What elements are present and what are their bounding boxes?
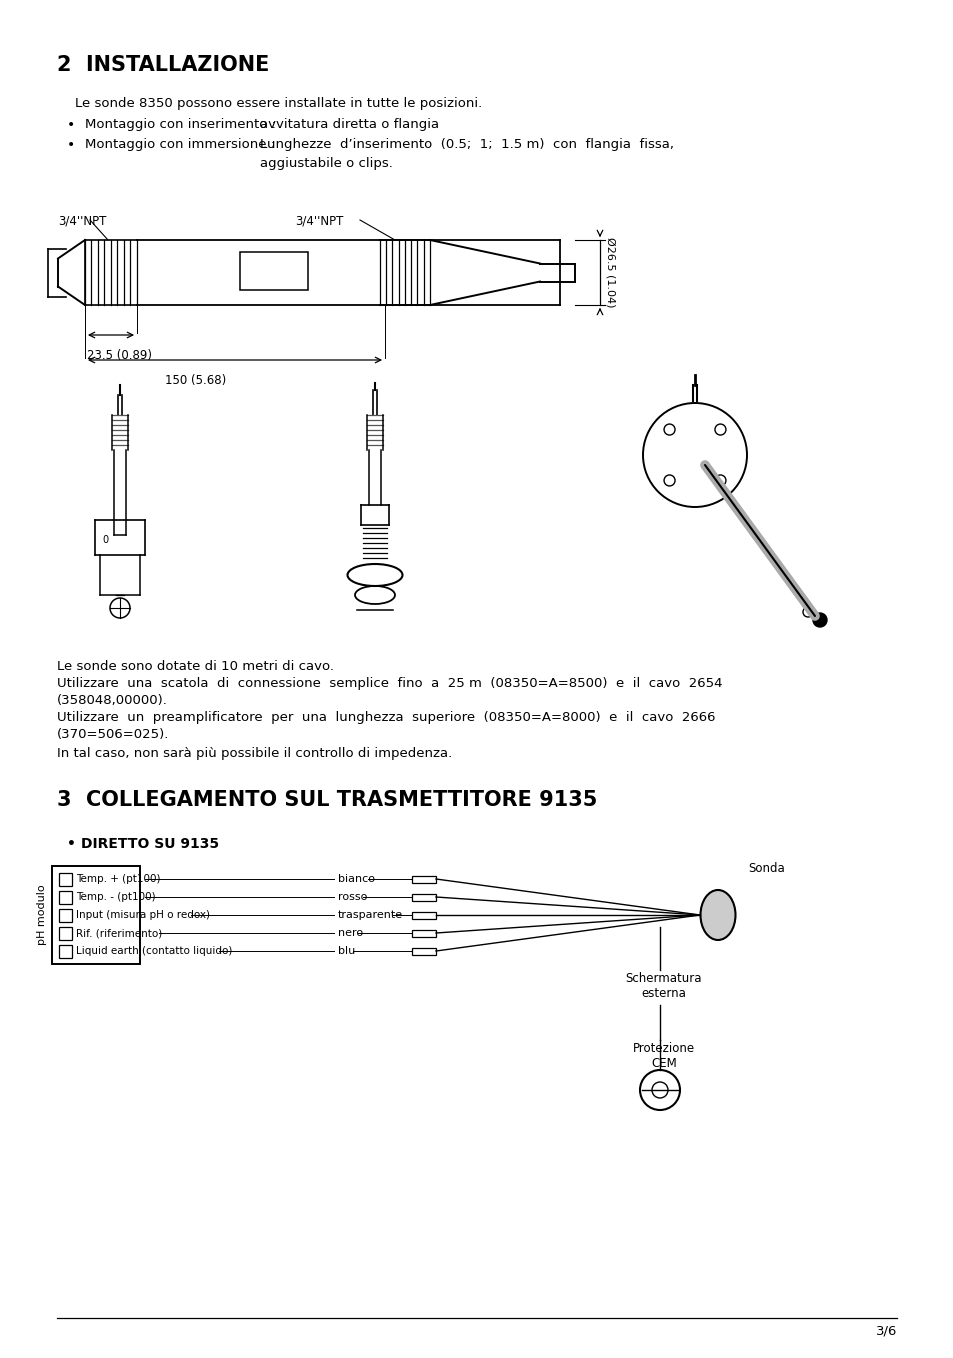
Text: 23.5 (0.89): 23.5 (0.89) bbox=[87, 349, 152, 363]
Text: nero: nero bbox=[337, 928, 363, 938]
Text: 3/4''NPT: 3/4''NPT bbox=[294, 215, 343, 228]
Bar bbox=[412, 894, 436, 900]
Text: 3/6: 3/6 bbox=[875, 1325, 896, 1338]
Text: Le sonde sono dotate di 10 metri di cavo.: Le sonde sono dotate di 10 metri di cavo… bbox=[57, 660, 334, 674]
Text: Utilizzare  una  scatola  di  connessione  semplice  fino  a  25 m  (08350=A=850: Utilizzare una scatola di connessione se… bbox=[57, 678, 721, 690]
Text: Schermatura
esterna: Schermatura esterna bbox=[625, 972, 701, 999]
Bar bbox=[59, 872, 71, 885]
Bar bbox=[52, 866, 140, 964]
Text: Le sonde 8350 possono essere installate in tutte le posizioni.: Le sonde 8350 possono essere installate … bbox=[75, 96, 482, 110]
Text: DIRETTO SU 9135: DIRETTO SU 9135 bbox=[81, 837, 219, 851]
Text: Liquid earth (contatto liquido): Liquid earth (contatto liquido) bbox=[76, 947, 233, 956]
Text: bianco: bianco bbox=[337, 875, 375, 884]
Text: 3  COLLEGAMENTO SUL TRASMETTITORE 9135: 3 COLLEGAMENTO SUL TRASMETTITORE 9135 bbox=[57, 790, 597, 809]
Text: Ø26.5 (1.04): Ø26.5 (1.04) bbox=[605, 238, 616, 308]
Bar bbox=[59, 909, 71, 922]
Text: 2  INSTALLAZIONE: 2 INSTALLAZIONE bbox=[57, 56, 269, 75]
Text: In tal caso, non sarà più possibile il controllo di impedenza.: In tal caso, non sarà più possibile il c… bbox=[57, 747, 452, 760]
Text: Utilizzare  un  preamplificatore  per  una  lunghezza  superiore  (08350=A=8000): Utilizzare un preamplificatore per una l… bbox=[57, 712, 715, 724]
Text: Sonda: Sonda bbox=[747, 862, 784, 875]
Text: •: • bbox=[67, 118, 75, 132]
Text: Temp. + (pt100): Temp. + (pt100) bbox=[76, 875, 160, 884]
Ellipse shape bbox=[700, 889, 735, 940]
Bar bbox=[240, 253, 308, 291]
Text: Lunghezze  d’inserimento  (0.5;  1;  1.5 m)  con  flangia  fissa,: Lunghezze d’inserimento (0.5; 1; 1.5 m) … bbox=[260, 139, 673, 151]
Text: •: • bbox=[67, 837, 76, 851]
Text: •: • bbox=[67, 139, 75, 152]
Text: aggiustabile o clips.: aggiustabile o clips. bbox=[260, 158, 393, 170]
Bar bbox=[412, 948, 436, 955]
Text: avvitatura diretta o flangia: avvitatura diretta o flangia bbox=[260, 118, 438, 130]
Text: 0: 0 bbox=[102, 535, 108, 545]
Text: rosso: rosso bbox=[337, 892, 367, 902]
Text: Montaggio con inserimento :: Montaggio con inserimento : bbox=[85, 118, 275, 130]
Text: (358048,00000).: (358048,00000). bbox=[57, 694, 168, 708]
Text: Temp. - (pt100): Temp. - (pt100) bbox=[76, 892, 155, 902]
Text: Input (misura pH o redox): Input (misura pH o redox) bbox=[76, 910, 210, 919]
Text: Rif. (riferimento): Rif. (riferimento) bbox=[76, 928, 162, 938]
Text: pH modulo: pH modulo bbox=[37, 884, 47, 945]
Text: 150 (5.68): 150 (5.68) bbox=[165, 373, 226, 387]
Text: Montaggio con immersione :: Montaggio con immersione : bbox=[85, 139, 274, 151]
Bar bbox=[412, 876, 436, 883]
Text: 3/4''NPT: 3/4''NPT bbox=[58, 215, 107, 228]
Bar bbox=[59, 945, 71, 957]
Text: Protezione
CEM: Protezione CEM bbox=[632, 1042, 695, 1070]
Text: (370=506=025).: (370=506=025). bbox=[57, 728, 170, 741]
Circle shape bbox=[812, 612, 826, 627]
Bar bbox=[412, 911, 436, 918]
Bar bbox=[59, 891, 71, 903]
Text: blu: blu bbox=[337, 947, 355, 956]
Text: trasparente: trasparente bbox=[337, 910, 403, 919]
Bar bbox=[59, 926, 71, 940]
Bar bbox=[412, 929, 436, 937]
